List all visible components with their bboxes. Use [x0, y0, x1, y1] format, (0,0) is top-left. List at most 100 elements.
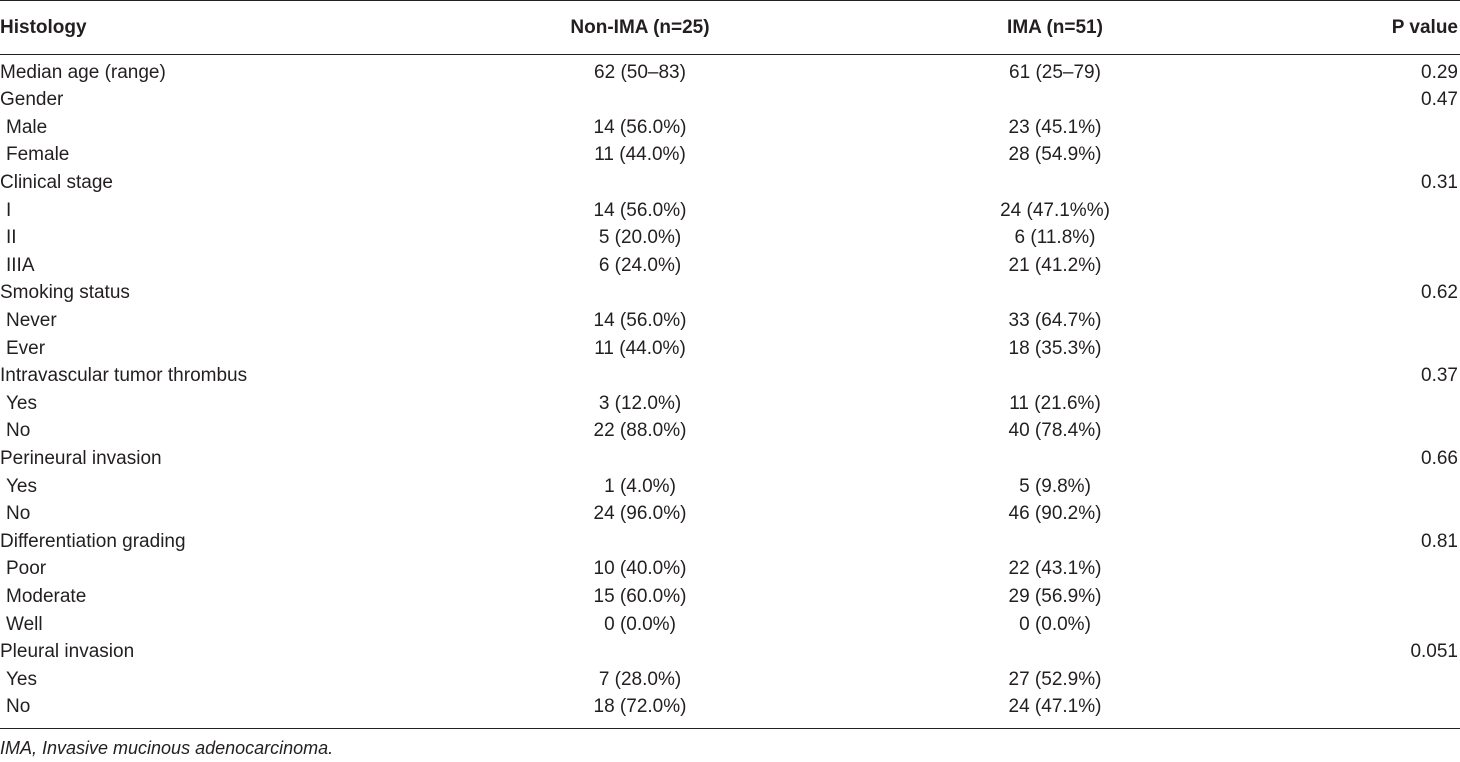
cell-non-ima: 10 (40.0%) — [593, 558, 687, 580]
cell-non-ima: 14 (56.0%) — [593, 199, 687, 221]
cell-non-ima: 11 (44.0%) — [594, 144, 686, 166]
table-row: IIIA 6 (24.0%) 21 (41.2%) — [0, 252, 1460, 280]
row-label: Perineural invasion — [0, 448, 162, 470]
cell-non-ima — [440, 362, 840, 390]
cell-p-value — [1270, 114, 1460, 142]
row-label: Intravascular tumor thrombus — [0, 365, 248, 387]
row-label: I — [6, 199, 12, 221]
cell-p-value — [1270, 555, 1460, 583]
header-p-value: P value — [1270, 0, 1460, 55]
cell-ima: 33 (64.7%) — [1008, 310, 1102, 332]
table-body: Median age (range) 62 (50–83) 61 (25–79) 0.… — [0, 55, 1460, 729]
row-label: IIIA — [6, 254, 35, 276]
table-row: No 18 (72.0%) 24 (47.1%) — [0, 693, 1460, 729]
table-row: Intravascular tumor thrombus 0.37 — [0, 362, 1460, 390]
row-label: Median age (range) — [0, 62, 166, 83]
row-label: II — [6, 227, 17, 249]
cell-ima: 61 (25–79) — [1009, 62, 1101, 83]
cell-non-ima: 24 (96.0%) — [593, 503, 687, 525]
row-label: No — [6, 420, 31, 442]
cell-non-ima: 11 (44.0%) — [594, 337, 686, 359]
row-label: No — [6, 696, 31, 718]
row-label: Smoking status — [0, 282, 130, 304]
table-row: Smoking status 0.62 — [0, 279, 1460, 307]
row-label: Male — [6, 116, 48, 138]
row-label: Clinical stage — [0, 172, 113, 194]
cell-p-value: 0.66 — [1421, 448, 1458, 470]
table-row: Yes 7 (28.0%) 27 (52.9%) — [0, 665, 1460, 693]
cell-non-ima: 15 (60.0%) — [593, 585, 687, 607]
row-label: No — [6, 503, 31, 525]
cell-non-ima: 5 (20.0%) — [598, 227, 682, 249]
row-label: Poor — [6, 558, 47, 580]
table-row: Perineural invasion 0.66 — [0, 445, 1460, 473]
cell-non-ima: 18 (72.0%) — [593, 696, 687, 718]
row-label: Never — [6, 310, 57, 332]
row-label: Gender — [0, 89, 64, 111]
table-row: Poor 10 (40.0%) 22 (43.1%) — [0, 555, 1460, 583]
cell-p-value — [1270, 665, 1460, 693]
header-row: Histology Non-IMA (n=25) IMA (n=51) P va… — [0, 0, 1460, 55]
row-label: Female — [6, 144, 70, 166]
cell-p-value: 0.62 — [1421, 282, 1458, 304]
cell-non-ima: 14 (56.0%) — [593, 310, 687, 332]
cell-ima: 46 (90.2%) — [1008, 503, 1102, 525]
cell-ima: 21 (41.2%) — [1008, 254, 1102, 276]
cell-non-ima — [440, 638, 840, 666]
header-histology: Histology — [0, 0, 440, 55]
cell-p-value: 0.29 — [1421, 62, 1458, 83]
row-label: Well — [6, 613, 43, 635]
table-row: Ever 11 (44.0%) 18 (35.3%) — [0, 334, 1460, 362]
cell-p-value: 0.47 — [1421, 89, 1458, 111]
row-label: Yes — [6, 668, 37, 690]
cell-ima: 5 (9.8%) — [1019, 475, 1091, 497]
row-label: Yes — [6, 392, 37, 414]
cell-non-ima — [440, 86, 840, 114]
table-row: Male 14 (56.0%) 23 (45.1%) — [0, 114, 1460, 142]
cell-ima — [840, 528, 1270, 556]
table-row: Never 14 (56.0%) 33 (64.7%) — [0, 307, 1460, 335]
cell-ima: 40 (78.4%) — [1008, 420, 1102, 442]
row-label: Differentiation grading — [0, 530, 186, 552]
cell-p-value — [1270, 610, 1460, 638]
table-row: Yes 1 (4.0%) 5 (9.8%) — [0, 472, 1460, 500]
cell-ima: 24 (47.1%%) — [1000, 199, 1110, 221]
header-non-ima: Non-IMA (n=25) — [440, 0, 840, 55]
cell-non-ima: 14 (56.0%) — [593, 116, 687, 138]
cell-p-value: 0.051 — [1410, 641, 1458, 663]
cell-ima: 11 (21.6%) — [1009, 392, 1101, 414]
cell-p-value — [1270, 196, 1460, 224]
table-header: Histology Non-IMA (n=25) IMA (n=51) P va… — [0, 0, 1460, 55]
row-label: Pleural invasion — [0, 641, 135, 663]
table-row: Female 11 (44.0%) 28 (54.9%) — [0, 141, 1460, 169]
cell-p-value: 0.81 — [1421, 530, 1458, 552]
table-row: Pleural invasion 0.051 — [0, 638, 1460, 666]
cell-non-ima: 7 (28.0%) — [598, 668, 682, 690]
cell-non-ima — [440, 445, 840, 473]
cell-ima: 28 (54.9%) — [1008, 144, 1102, 166]
cell-ima: 0 (0.0%) — [1019, 613, 1091, 635]
table-row: II 5 (20.0%) 6 (11.8%) — [0, 224, 1460, 252]
cell-p-value: 0.31 — [1421, 172, 1458, 194]
table-row: Median age (range) 62 (50–83) 61 (25–79) 0.… — [0, 55, 1460, 87]
table-footnote: IMA, Invasive mucinous adenocarcinoma. — [0, 738, 334, 758]
table-row: Yes 3 (12.0%) 11 (21.6%) — [0, 390, 1460, 418]
cell-p-value — [1270, 472, 1460, 500]
table-row: No 24 (96.0%) 46 (90.2%) — [0, 500, 1460, 528]
row-label: Ever — [6, 337, 46, 359]
table-row: Moderate 15 (60.0%) 29 (56.9%) — [0, 583, 1460, 611]
table-row: Gender 0.47 — [0, 86, 1460, 114]
cell-ima — [840, 279, 1270, 307]
cell-non-ima: 1 (4.0%) — [604, 475, 676, 497]
cell-non-ima: 0 (0.0%) — [604, 613, 676, 635]
cell-non-ima — [440, 169, 840, 197]
cell-ima: 6 (11.8%) — [1014, 227, 1096, 249]
row-label: Yes — [6, 475, 37, 497]
cell-p-value — [1270, 693, 1460, 729]
cell-p-value — [1270, 141, 1460, 169]
cell-p-value — [1270, 583, 1460, 611]
table-row: Differentiation grading 0.81 — [0, 528, 1460, 556]
cell-ima — [840, 445, 1270, 473]
cell-p-value — [1270, 390, 1460, 418]
